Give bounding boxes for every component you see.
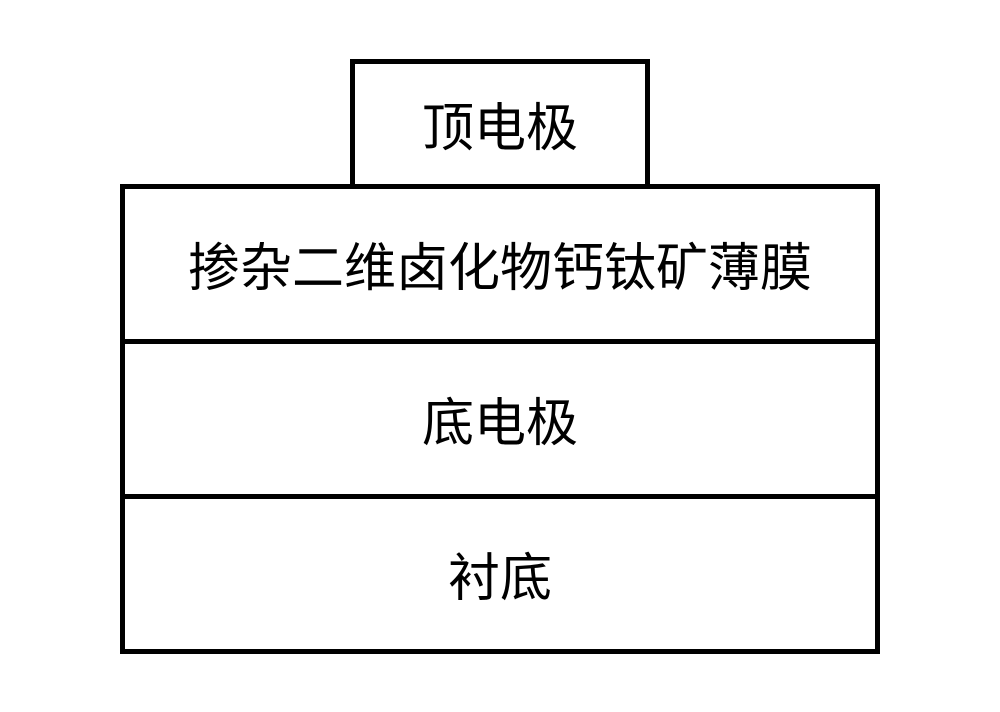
substrate-layer: 衬底: [120, 494, 880, 654]
bottom-electrode-label: 底电极: [422, 381, 578, 456]
main-stack: 掺杂二维卤化物钙钛矿薄膜 底电极 衬底: [120, 184, 880, 654]
substrate-label: 衬底: [448, 536, 552, 611]
top-electrode-layer: 顶电极: [350, 59, 650, 189]
bottom-electrode-layer: 底电极: [120, 339, 880, 499]
top-electrode-label: 顶电极: [422, 86, 578, 161]
layer-stack-diagram: 顶电极 掺杂二维卤化物钙钛矿薄膜 底电极 衬底: [120, 59, 880, 654]
perovskite-film-label: 掺杂二维卤化物钙钛矿薄膜: [188, 226, 812, 301]
perovskite-film-layer: 掺杂二维卤化物钙钛矿薄膜: [120, 184, 880, 344]
